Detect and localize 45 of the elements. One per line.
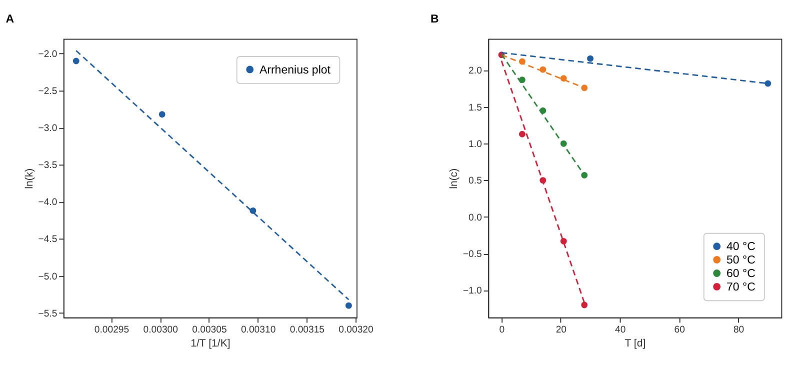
x-axis-title: T [d] xyxy=(624,338,646,350)
y-axis-title: ln(k) xyxy=(23,168,36,189)
y-tick-label: −0.5 xyxy=(462,248,482,260)
point xyxy=(250,207,256,214)
x-tick-label: 0.00300 xyxy=(143,324,178,336)
y-tick-label: 2.0 xyxy=(468,66,482,77)
x-tick-label: 60 xyxy=(674,324,685,336)
legend-label: Arrhenius plot xyxy=(259,64,332,76)
point xyxy=(158,111,166,118)
y-tick-label: −1.0 xyxy=(462,286,482,297)
point xyxy=(581,302,588,308)
point xyxy=(345,302,352,309)
chart-title: A xyxy=(6,13,15,26)
y-tick-label: −5.5 xyxy=(38,308,58,320)
x-tick-label: 20 xyxy=(556,324,566,336)
y-tick-label: 1.5 xyxy=(468,102,482,114)
x-tick-label: 0.00295 xyxy=(94,324,130,336)
x-tick-label: 0 xyxy=(499,324,505,336)
y-tick-label: −4.0 xyxy=(38,197,58,208)
legend-label: 50 °C xyxy=(726,254,756,267)
y-axis-title: ln(c) xyxy=(448,168,460,189)
x-tick-label: 0.00315 xyxy=(290,324,325,336)
y-tick-label: −2.5 xyxy=(38,86,58,98)
point xyxy=(764,80,772,87)
y-tick-label: 1.0 xyxy=(468,138,482,150)
legend-label: 60 °C xyxy=(726,268,756,280)
x-tick-label: 0.00320 xyxy=(338,324,374,336)
x-axis-title: 1/T [1/K] xyxy=(190,338,230,350)
point xyxy=(72,58,80,64)
y-tick-label: 0.0 xyxy=(468,212,482,224)
legend-label: 70 °C xyxy=(726,282,756,294)
x-tick-label: 0.00305 xyxy=(192,324,227,336)
y-tick-label: 0.5 xyxy=(468,176,482,187)
legend-label: 40 °C xyxy=(726,241,756,254)
y-tick-label: −3.5 xyxy=(38,160,58,172)
y-tick-label: −2.0 xyxy=(38,48,58,60)
x-tick-label: 80 xyxy=(733,324,744,336)
point xyxy=(518,130,526,138)
x-tick-label: 40 xyxy=(615,324,626,336)
y-tick-label: −5.0 xyxy=(38,271,58,282)
chart-title: B xyxy=(430,13,439,26)
y-tick-label: −4.5 xyxy=(38,234,58,246)
y-tick-label: −3.0 xyxy=(38,123,58,134)
x-tick-label: 0.00310 xyxy=(240,324,276,336)
point xyxy=(587,55,594,62)
